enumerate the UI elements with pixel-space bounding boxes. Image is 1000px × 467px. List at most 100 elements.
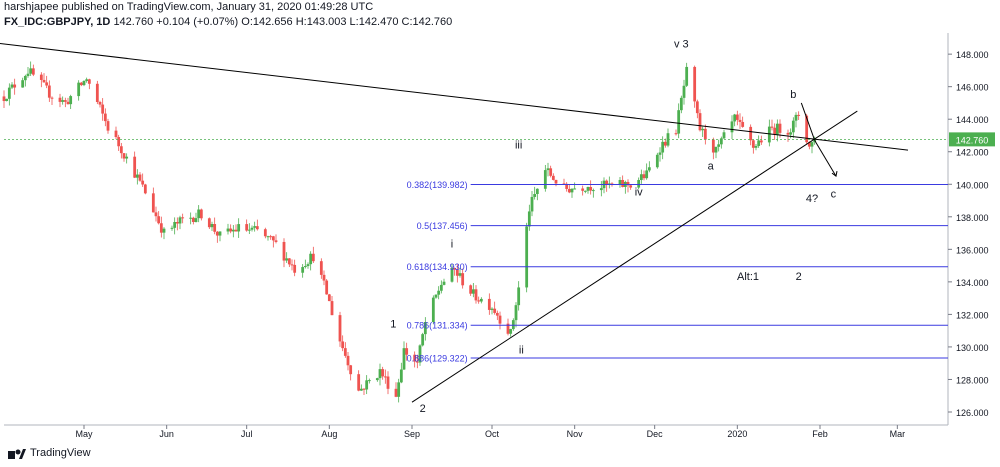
time-tick-label: Dec [647,429,664,439]
candle [229,228,233,232]
last-price-badge-text: 142.760 [956,135,989,145]
candle [210,224,214,228]
wave-label: 2 [796,271,802,283]
candle [645,170,649,179]
candle [514,305,518,321]
candle [789,132,793,135]
price-tick-label: 128.000 [956,375,989,385]
wave-label: i [451,239,453,251]
candle [303,266,307,268]
candle [469,285,473,294]
candle [770,126,774,128]
candle [383,376,387,378]
candle [511,320,515,330]
time-tick-label: Jul [241,429,253,439]
candle [106,121,110,131]
candle [215,231,219,236]
candle [247,229,251,231]
candle [101,104,105,114]
candle [759,140,763,143]
candle [562,183,566,185]
candle [711,139,715,153]
candle [63,100,67,102]
candle [231,229,235,232]
candle [114,130,118,138]
candle [695,101,699,114]
price-change: +0.104 (+0.07%) [156,16,239,28]
candle [621,179,625,187]
candle [5,98,9,102]
candle [194,218,198,222]
tradingview-footer[interactable]: TradingView [8,447,91,459]
candle [191,217,195,222]
wave-label: 1 [390,318,396,330]
candle [450,267,454,282]
candle [533,194,537,197]
candle [442,281,446,285]
candle [29,68,33,74]
candle [581,188,585,191]
candle [357,374,361,391]
candle [85,79,89,81]
price-tick-label: 146.000 [956,83,989,93]
candle [282,241,286,261]
candle [7,87,11,99]
candle [162,228,166,233]
candle [138,174,142,181]
candle [605,180,609,185]
candle [141,180,145,185]
candle [125,156,129,159]
candle [434,294,438,298]
candle [255,226,259,230]
candle [151,193,155,213]
candle [77,82,81,97]
candle [218,231,222,236]
candle [677,110,681,134]
candle [234,229,238,232]
candle [663,141,667,146]
candle [546,168,550,171]
candle [42,79,46,83]
candle [589,186,593,191]
candle [791,120,795,133]
candle [343,348,347,356]
candle [413,354,417,362]
candle [423,322,427,335]
candle [730,121,734,133]
candle [495,312,499,316]
candle [703,128,707,140]
price-tick-label: 134.000 [956,278,989,288]
candle [647,167,651,171]
tradingview-brand: TradingView [30,447,91,459]
candle [311,253,315,262]
candle [786,132,790,135]
price-tick-label: 136.000 [956,245,989,255]
price-tick-label: 142.000 [956,148,989,158]
candle [735,114,739,120]
wave-label: v 3 [674,39,689,51]
candle [207,218,211,228]
candle [757,140,761,146]
candle [610,183,614,185]
candle [367,380,371,382]
symbol-name[interactable]: FX_IDC:GBPJPY, 1D [4,16,111,28]
candle [642,174,646,179]
candle [87,79,91,84]
candle [365,380,369,390]
candle [253,226,257,228]
candle [285,258,289,261]
wave-label: b [790,89,796,101]
candle [626,181,630,186]
candle [61,100,65,102]
candle [530,196,534,212]
candle [103,113,107,122]
trendline [411,110,858,403]
candle [487,298,491,310]
arrow-head-icon [831,171,838,178]
candle [453,267,457,270]
time-tick-label: Jun [159,429,174,439]
candle [698,113,702,131]
candle [154,212,158,217]
candle [271,236,275,241]
